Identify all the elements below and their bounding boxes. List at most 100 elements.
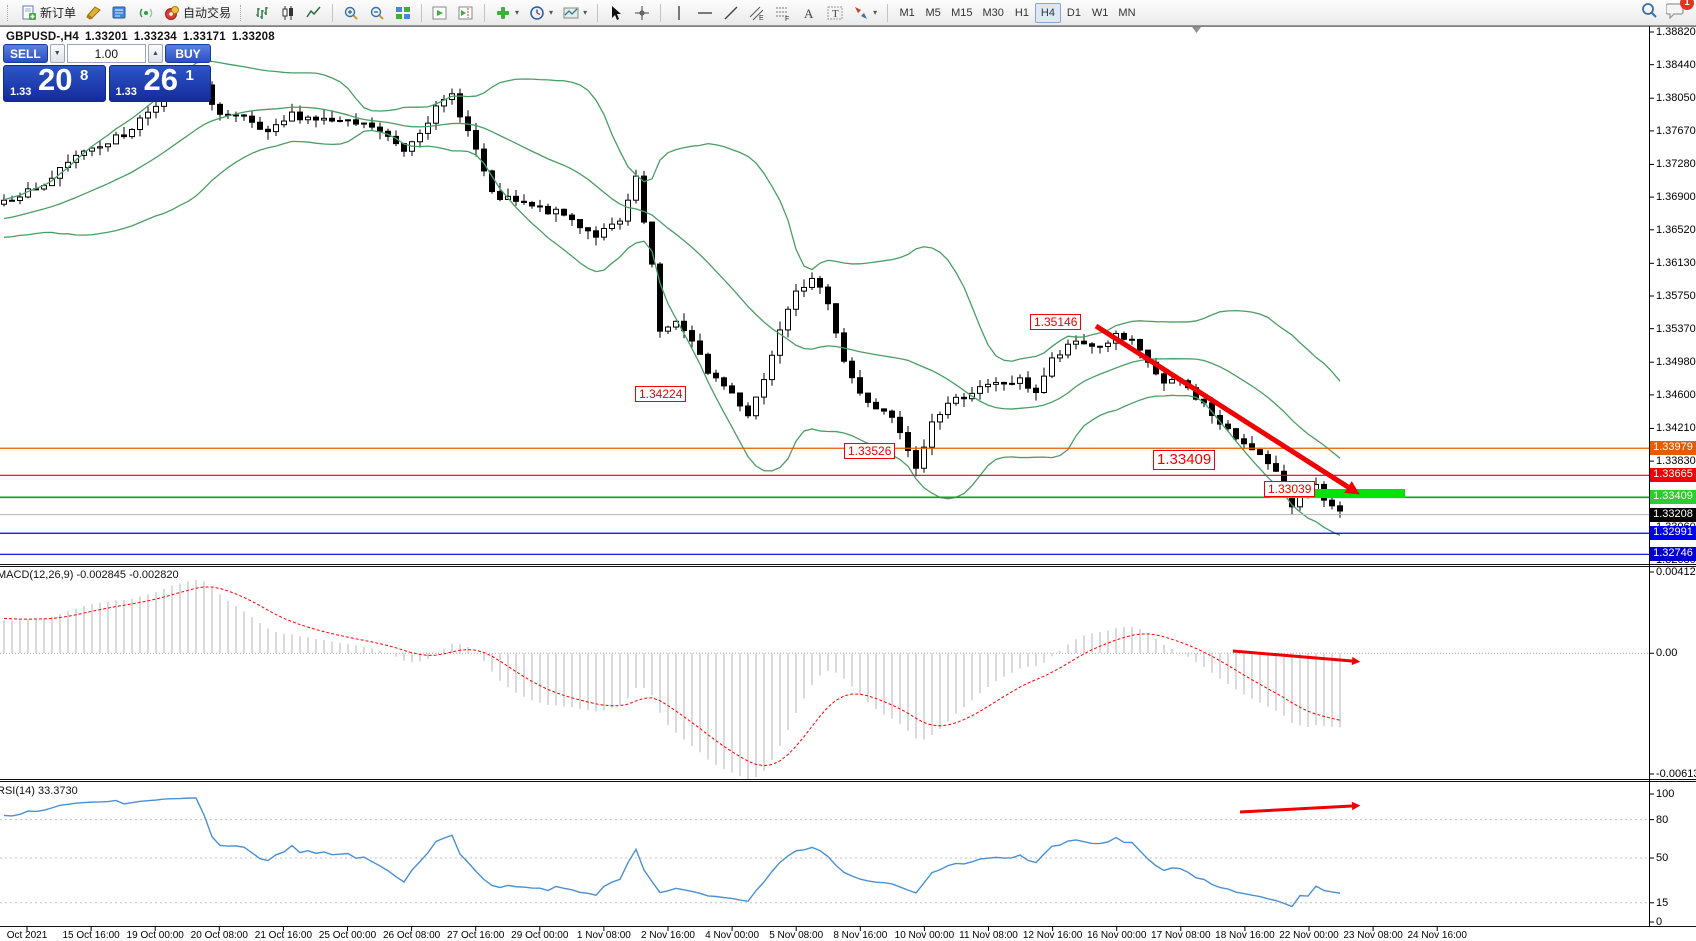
dropdown-caret-icon: ▾ — [549, 8, 554, 17]
text-tool-icon[interactable]: A — [797, 2, 821, 23]
sell-button[interactable]: SELL — [3, 44, 48, 63]
time-tick-label: 1 Nov 08:00 — [576, 930, 631, 941]
macd-axis-label: 0.004128 — [1656, 566, 1696, 578]
macd-label: MACD(12,26,9) -0.002845 -0.002820 — [0, 569, 179, 581]
channel-tool-icon[interactable]: E — [745, 2, 769, 23]
chart-shift-icon[interactable] — [454, 2, 478, 23]
level-price-label: 1.33409 — [1650, 490, 1696, 505]
dropdown-caret-icon: ▾ — [515, 8, 520, 17]
price-tick-label: 1.34980 — [1656, 356, 1696, 369]
timeframe-d1-button[interactable]: D1 — [1061, 3, 1087, 23]
macd-layer — [0, 579, 1649, 779]
time-tick-label: 5 Nov 08:00 — [769, 930, 824, 941]
price-tick-label: 1.34210 — [1656, 422, 1696, 435]
arrows-tool-icon[interactable]: ▾ — [849, 2, 881, 23]
buy-button[interactable]: BUY — [165, 44, 211, 63]
rsi-layer — [0, 797, 1649, 908]
time-tick-label: 21 Oct 16:00 — [254, 930, 313, 941]
timeframe-m1-button[interactable]: M1 — [894, 3, 920, 23]
timeframe-m5-button[interactable]: M5 — [920, 3, 946, 23]
volume-input[interactable] — [66, 44, 146, 63]
timeframe-mn-button[interactable]: MN — [1113, 3, 1140, 23]
rsi-axis-label: 80 — [1656, 813, 1669, 826]
time-tick-label: 4 Nov 00:00 — [705, 930, 760, 941]
time-tick-label: 15 Oct 16:00 — [62, 930, 120, 941]
price-tick-label: 1.37280 — [1656, 158, 1696, 171]
buy-price[interactable]: 1.33 26 1 — [108, 65, 211, 102]
toolbar: 新订单 自动交易 ▾ ▾ ▾ E F A T ▾ — [0, 0, 1696, 26]
expert-advisors-icon[interactable] — [82, 2, 106, 23]
candlestick-mode-icon[interactable] — [276, 2, 300, 23]
svg-text:A: A — [804, 6, 814, 21]
time-tick-label: 10 Nov 00:00 — [894, 930, 955, 941]
add-indicator-icon[interactable]: ▾ — [491, 2, 523, 23]
svg-text:F: F — [785, 16, 789, 21]
price-tick-label: 1.37670 — [1656, 124, 1696, 137]
signals-icon[interactable] — [134, 2, 158, 23]
notification-badge: 1 — [1680, 0, 1694, 10]
time-tick-label: 12 Nov 16:00 — [1022, 930, 1083, 941]
price-annotation[interactable]: 1.33409 — [1153, 450, 1216, 470]
time-tick-label: 17 Nov 08:00 — [1151, 930, 1211, 941]
timeframe-m30-button[interactable]: M30 — [978, 3, 1009, 23]
trend-arrow — [1239, 801, 1361, 814]
volume-down-button[interactable]: ▼ — [49, 44, 65, 63]
time-tick-label: 29 Oct 00:00 — [511, 930, 569, 941]
text-label-tool-icon[interactable]: T — [823, 2, 847, 23]
vertical-line-tool-icon[interactable] — [667, 2, 691, 23]
time-tick-label: 27 Oct 16:00 — [447, 930, 505, 941]
macd-signal-line — [3, 586, 1341, 767]
price-tick-label: 1.38440 — [1656, 58, 1696, 71]
tile-windows-icon[interactable] — [391, 2, 415, 23]
autotrading-icon — [164, 5, 180, 21]
sell-price[interactable]: 1.33 20 8 — [3, 65, 106, 102]
one-click-trading-panel: SELL ▼ ▲ BUY 1.33 20 8 1.33 26 1 — [3, 44, 211, 102]
svg-text:T: T — [832, 8, 839, 20]
timeframe-h4-button[interactable]: H4 — [1034, 2, 1061, 23]
new-order-button[interactable]: 新订单 — [17, 2, 80, 23]
bollinger-band-line — [3, 106, 1341, 459]
timeframe-w1-button[interactable]: W1 — [1087, 3, 1114, 23]
templates-icon[interactable]: ▾ — [559, 2, 591, 23]
search-icon[interactable] — [1640, 1, 1658, 24]
rsi-axis-label: 0 — [1656, 916, 1663, 928]
price-annotation[interactable]: 1.35146 — [1030, 314, 1082, 331]
trend-arrow — [1232, 649, 1361, 666]
toolbar-drag-handle[interactable] — [240, 4, 245, 21]
periods-icon[interactable]: ▾ — [525, 2, 557, 23]
market-watch-icon[interactable] — [108, 2, 132, 23]
timeframe-h1-button[interactable]: H1 — [1009, 3, 1035, 23]
cursor-icon[interactable] — [604, 2, 628, 23]
time-tick-label: 25 Oct 00:00 — [318, 930, 377, 941]
zoom-out-icon[interactable] — [365, 2, 389, 23]
volume-up-button[interactable]: ▲ — [148, 44, 163, 63]
autotrading-button[interactable]: 自动交易 — [160, 2, 235, 23]
new-order-icon — [21, 5, 37, 21]
notifications-icon[interactable]: 1 — [1665, 0, 1694, 24]
candlestick-layer — [0, 60, 1649, 555]
price-annotation[interactable]: 1.33526 — [844, 443, 896, 460]
timeframe-m15-button[interactable]: M15 — [946, 3, 977, 23]
level-price-label: 1.33665 — [1650, 468, 1696, 483]
time-tick-label: 23 Nov 08:00 — [1343, 930, 1403, 941]
macd-axis-label: 0.00 — [1656, 647, 1678, 660]
rsi-axis-label: 15 — [1656, 896, 1669, 909]
fibonacci-tool-icon[interactable]: F — [771, 2, 795, 23]
bar-chart-mode-icon[interactable] — [250, 2, 274, 23]
auto-scroll-icon[interactable] — [428, 2, 452, 23]
bollinger-band-line — [3, 60, 1341, 382]
chart-symbol-period: GBPUSD-,H4 — [6, 31, 79, 43]
crosshair-icon[interactable] — [630, 2, 654, 23]
time-tick-label: 16 Nov 00:00 — [1086, 930, 1147, 941]
horizontal-line-tool-icon[interactable] — [693, 2, 717, 23]
price-annotation[interactable]: 1.34224 — [635, 386, 687, 403]
zoom-in-icon[interactable] — [339, 2, 363, 23]
level-price-label: 1.32991 — [1650, 526, 1696, 541]
toolbar-drag-handle[interactable] — [7, 4, 12, 21]
price-tick-label: 1.36130 — [1656, 257, 1696, 270]
trendline-tool-icon[interactable] — [719, 2, 743, 23]
line-chart-mode-icon[interactable] — [302, 2, 326, 23]
price-annotation[interactable]: 1.33039 — [1264, 481, 1316, 498]
